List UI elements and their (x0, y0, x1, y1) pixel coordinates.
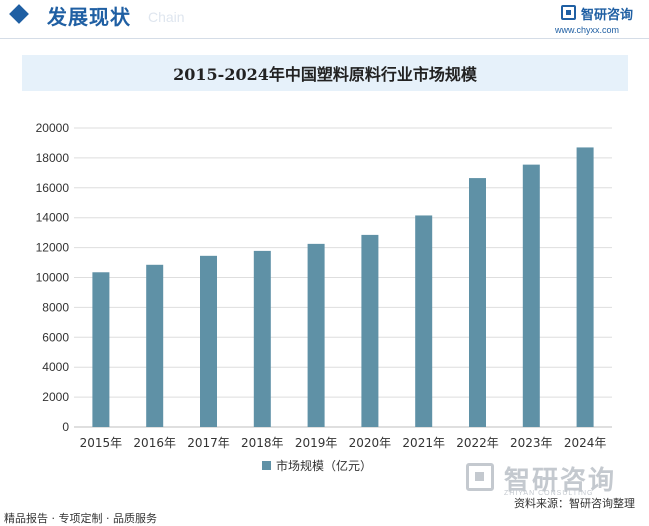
brand-logo[interactable]: 智研咨询 www.chyxx.com (555, 3, 641, 39)
bar (307, 243, 325, 427)
x-tick-label: 2015年 (80, 436, 123, 450)
logo-url[interactable]: www.chyxx.com (555, 25, 620, 35)
bar (415, 215, 433, 427)
y-tick-label: 4000 (42, 360, 69, 374)
footer-slogan: 精品报告 · 专项定制 · 品质服务 (4, 512, 157, 525)
x-tick-label: 2017年 (187, 436, 230, 450)
bar (522, 164, 540, 427)
legend-swatch (262, 461, 271, 470)
bar (576, 147, 594, 427)
page-header: 发展现状 Chain 智研咨询 www.chyxx.com (0, 0, 649, 40)
y-tick-label: 8000 (42, 300, 69, 314)
y-tick-label: 10000 (36, 271, 70, 285)
bar (469, 178, 486, 427)
y-tick-label: 14000 (36, 211, 70, 225)
x-tick-label: 2018年 (241, 436, 284, 450)
watermark-logo-icon (466, 463, 494, 491)
header-divider (0, 38, 649, 39)
watermark-logo-slogan: ZHIYAN CONSULTING (504, 490, 594, 497)
section-subtitle: Chain (148, 9, 185, 25)
logo-icon (561, 5, 576, 20)
logo-name: 智研咨询 (581, 8, 634, 23)
y-tick-label: 12000 (36, 241, 70, 255)
x-tick-label: 2016年 (133, 436, 176, 450)
y-tick-label: 18000 (36, 151, 70, 165)
bar (200, 255, 217, 427)
bar (92, 272, 110, 427)
bar (361, 234, 379, 427)
y-tick-label: 16000 (36, 181, 70, 195)
bar (146, 264, 164, 427)
watermark-logo: 智研咨询 ZHIYAN CONSULTING (466, 460, 636, 497)
legend-label: 市场规模（亿元） (276, 458, 372, 473)
x-tick-label: 2024年 (564, 436, 607, 450)
watermark-logo-name: 智研咨询 (504, 466, 617, 496)
source-note: 资料来源：智研咨询整理 (514, 497, 635, 510)
y-tick-label: 0 (62, 420, 69, 434)
x-tick-label: 2020年 (349, 436, 392, 450)
section-title: 发展现状 (47, 5, 131, 29)
y-tick-label: 6000 (42, 330, 69, 344)
y-tick-label: 20000 (36, 121, 70, 135)
x-tick-label: 2023年 (510, 436, 553, 450)
x-tick-label: 2021年 (402, 436, 445, 450)
chart-title: 2015-2024年中国塑料原料行业市场规模 (173, 65, 477, 84)
x-tick-label: 2022年 (456, 436, 499, 450)
y-tick-label: 2000 (42, 390, 69, 404)
chart-title-band: 2015-2024年中国塑料原料行业市场规模 (22, 55, 628, 91)
bar (253, 250, 271, 427)
x-tick-label: 2019年 (295, 436, 338, 450)
